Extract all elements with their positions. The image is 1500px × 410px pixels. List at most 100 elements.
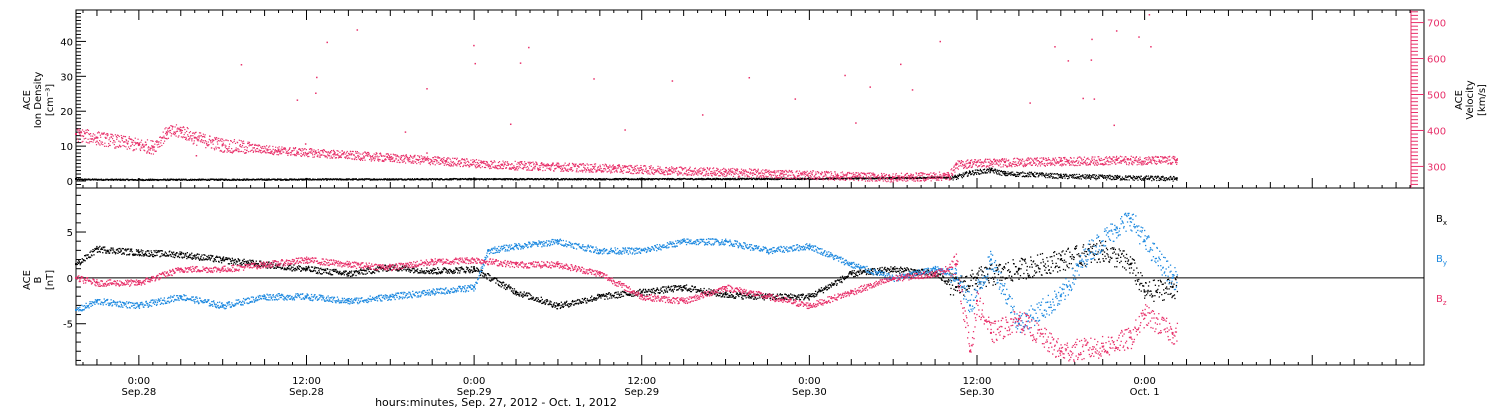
density-point <box>1164 177 1166 179</box>
velocity-point <box>470 159 472 161</box>
velocity-point <box>115 135 118 138</box>
velocity-point <box>514 167 516 169</box>
density-point <box>1007 171 1009 173</box>
density-point <box>263 179 265 181</box>
velocity-point <box>659 172 662 175</box>
velocity-point <box>621 170 623 172</box>
density-point <box>386 178 388 180</box>
velocity-point <box>280 148 282 150</box>
velocity-point <box>695 171 697 173</box>
velocity-point <box>655 171 657 173</box>
velocity-point <box>312 156 314 158</box>
velocity-point <box>335 154 337 156</box>
velocity-point <box>422 158 424 161</box>
velocity-point <box>686 173 688 175</box>
velocity-point <box>701 171 704 173</box>
velocity-point <box>108 139 110 141</box>
velocity-point <box>514 168 517 170</box>
density-point <box>1073 176 1075 178</box>
density-point <box>409 179 411 181</box>
velocity-point <box>323 150 326 152</box>
velocity-point <box>671 167 673 170</box>
density-point <box>169 178 171 180</box>
velocity-point <box>656 169 658 171</box>
velocity-point <box>368 153 370 155</box>
velocity-point <box>599 166 602 168</box>
velocity-point <box>199 135 201 137</box>
density-point <box>326 178 328 180</box>
velocity-point <box>698 172 700 174</box>
density-point <box>756 178 759 180</box>
velocity-point <box>330 151 332 154</box>
velocity-point <box>447 157 449 159</box>
velocity-point <box>217 143 219 145</box>
velocity-point <box>565 169 567 171</box>
velocity-point <box>387 153 389 155</box>
density-point <box>763 178 766 180</box>
density-point <box>557 178 559 180</box>
density-point <box>213 178 215 181</box>
velocity-point <box>175 135 177 137</box>
velocity-point <box>463 161 465 164</box>
density-point <box>1067 177 1069 180</box>
velocity-point <box>362 157 364 159</box>
velocity-point <box>336 154 339 156</box>
density-point <box>1029 174 1031 176</box>
velocity-point <box>552 163 554 165</box>
density-point <box>1050 174 1052 176</box>
density-point <box>87 179 89 181</box>
density-point <box>551 179 554 181</box>
density-point <box>1053 177 1055 179</box>
density-point <box>1007 174 1009 177</box>
density-point <box>789 178 791 180</box>
velocity-point <box>285 152 287 154</box>
velocity-point <box>626 165 628 167</box>
velocity-point <box>426 158 428 161</box>
density-point <box>1089 174 1091 177</box>
velocity-point <box>634 168 636 170</box>
velocity-point <box>164 128 166 130</box>
velocity-point <box>490 160 493 162</box>
velocity-point <box>364 151 367 153</box>
velocity-point <box>451 165 453 167</box>
velocity-point <box>547 163 549 165</box>
density-point <box>972 171 974 173</box>
velocity-point <box>528 169 530 171</box>
density-point <box>286 178 288 181</box>
density-point <box>599 179 601 181</box>
velocity-point <box>269 148 271 151</box>
density-point <box>151 178 153 180</box>
density-point <box>977 169 979 172</box>
velocity-point <box>562 170 564 172</box>
density-point <box>758 177 760 179</box>
bottom-tick-label: 0 <box>67 274 73 285</box>
velocity-point <box>248 142 250 145</box>
density-point <box>193 179 195 181</box>
density-point <box>1108 178 1111 180</box>
velocity-point <box>496 165 498 167</box>
x-tick-label-date: Sep.30 <box>792 387 827 398</box>
density-point <box>78 178 80 180</box>
density-point <box>216 179 218 181</box>
density-point <box>1170 175 1172 178</box>
velocity-point <box>187 135 189 138</box>
density-point <box>1146 175 1148 178</box>
density-point <box>1121 176 1124 178</box>
velocity-point <box>707 174 709 177</box>
velocity-point <box>279 152 281 154</box>
density-point <box>1085 178 1087 180</box>
density-point <box>1059 174 1061 176</box>
density-point <box>1156 179 1158 182</box>
velocity-point <box>463 158 466 160</box>
velocity-point <box>245 146 247 148</box>
velocity-point <box>588 171 590 173</box>
velocity-point <box>731 171 733 173</box>
velocity-point <box>122 137 124 139</box>
velocity-point <box>304 151 306 154</box>
velocity-point <box>350 154 353 156</box>
density-point <box>391 178 393 180</box>
density-point <box>1091 175 1093 177</box>
density-point <box>1033 175 1036 178</box>
density-point <box>1077 176 1079 178</box>
velocity-point <box>673 172 675 174</box>
